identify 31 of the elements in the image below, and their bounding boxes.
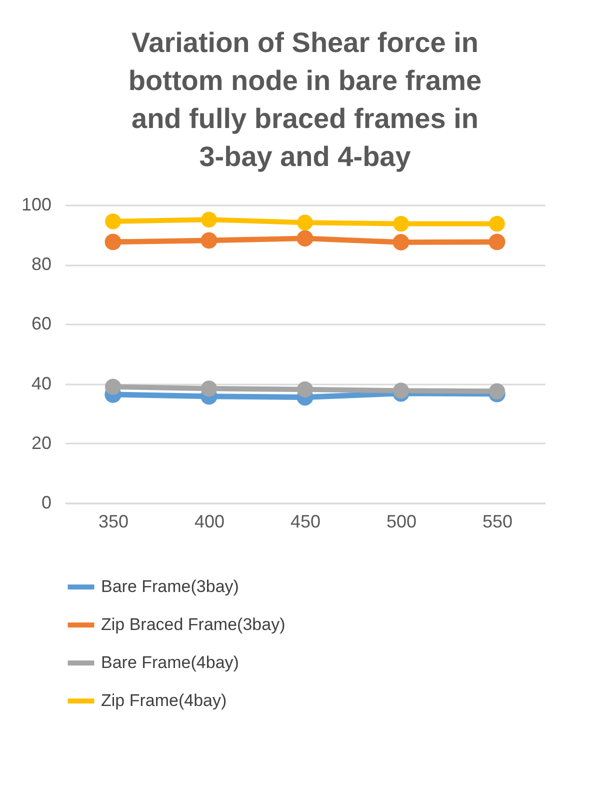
- point: [201, 212, 217, 228]
- y-tick-label: 100: [21, 194, 52, 214]
- y-tick-label: 20: [31, 432, 52, 453]
- point: [297, 214, 313, 230]
- x-tick-label: 350: [98, 512, 129, 532]
- point: [392, 382, 410, 399]
- point: [392, 234, 410, 250]
- point: [104, 378, 122, 395]
- point: [296, 230, 314, 247]
- legend-label: Zip Frame(4bay): [101, 691, 227, 710]
- chart-title: Variation of Shear force in bottom node in bare frame and fully braced frames in 3-bay and 4-bay: [128, 27, 482, 172]
- point: [488, 234, 506, 250]
- legend-label: Bare Frame(3bay): [101, 577, 239, 596]
- y-tick-label: 40: [31, 373, 52, 394]
- legend-label: Bare Frame(4bay): [101, 653, 239, 672]
- x-tick-label: 550: [482, 512, 513, 532]
- point: [200, 380, 218, 397]
- point: [393, 216, 409, 232]
- x-tick-label: 450: [290, 512, 321, 532]
- point: [200, 232, 218, 249]
- legend-label: Zip Braced Frame(3bay): [101, 615, 286, 634]
- point: [105, 214, 121, 230]
- point: [488, 383, 506, 400]
- point: [296, 381, 314, 398]
- y-tick-label: 0: [41, 492, 52, 512]
- point: [104, 234, 122, 250]
- y-tick-label: 80: [31, 254, 52, 274]
- x-tick-label: 400: [194, 512, 225, 532]
- point: [489, 216, 505, 232]
- x-tick-label: 500: [386, 512, 417, 532]
- y-tick-label: 60: [31, 314, 52, 334]
